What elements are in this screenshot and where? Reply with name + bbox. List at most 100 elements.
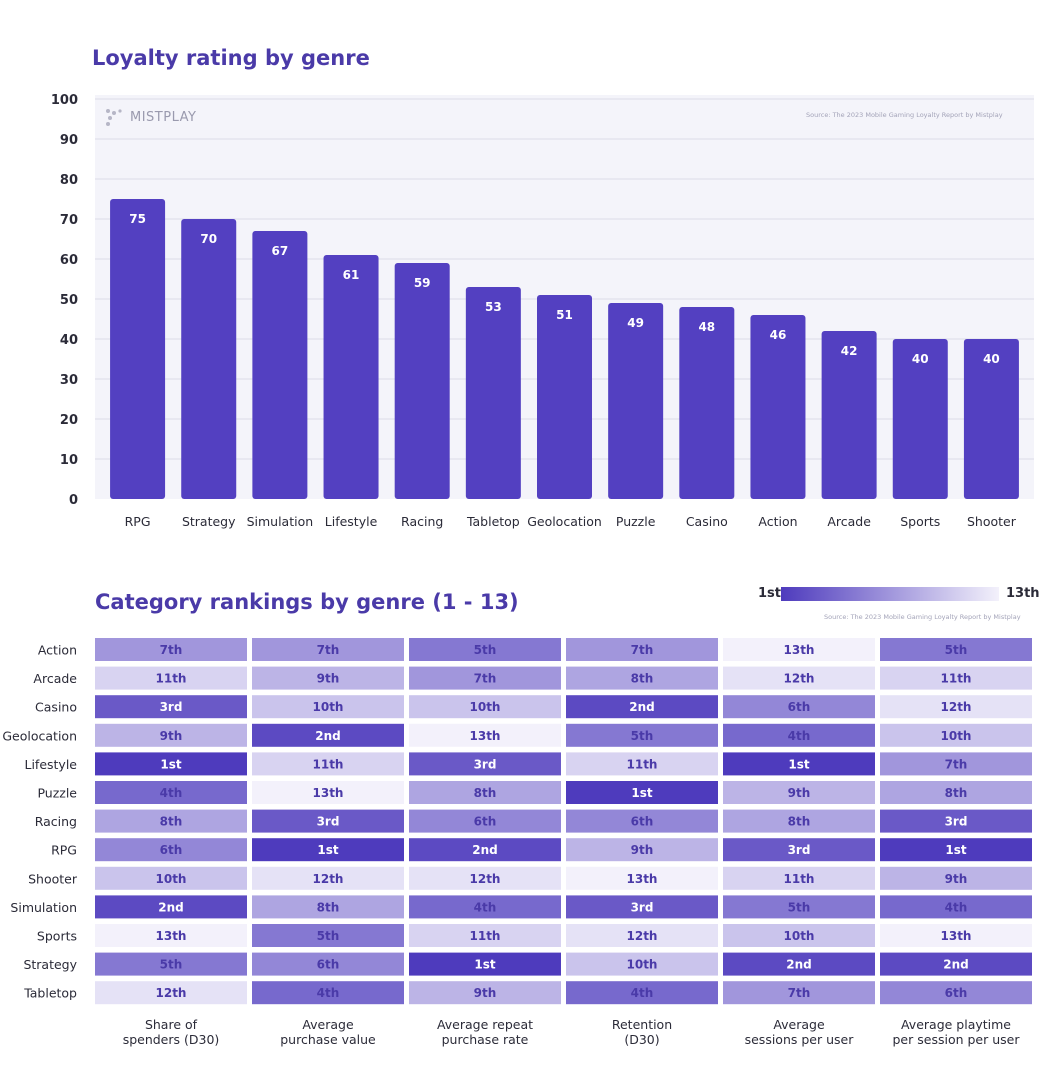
column-label: (D30)	[624, 1032, 659, 1047]
heatmap-cell	[252, 838, 404, 862]
heatmap-cell	[409, 752, 561, 776]
row-label: Casino	[35, 700, 77, 715]
column-label: spenders (D30)	[123, 1032, 220, 1047]
x-tick-label: Simulation	[247, 514, 314, 529]
y-tick-label: 70	[60, 213, 78, 228]
heatmap-cell	[566, 866, 718, 890]
x-tick-label: Action	[758, 514, 797, 529]
cell-label: 9th	[160, 729, 183, 743]
bar	[821, 331, 877, 499]
heatmap-cell	[95, 895, 247, 919]
cell-label: 6th	[317, 958, 340, 972]
row-label: Racing	[35, 814, 77, 829]
x-tick-label: Casino	[686, 514, 728, 529]
heatmap-cell	[409, 809, 561, 833]
column-label: Average	[302, 1017, 354, 1032]
heatmap-cell	[252, 638, 404, 661]
x-tick-label: RPG	[125, 514, 151, 529]
heatmap-cell	[95, 924, 247, 947]
cell-label: 2nd	[629, 700, 654, 714]
cell-label: 11th	[784, 872, 815, 886]
loyalty-bar-chart: 0 10 20 30 40 50 60 70 80 90 100 75 RPG 70 Strategy 67 S…	[51, 93, 1034, 529]
heatmap-cell	[252, 666, 404, 690]
cell-label: 11th	[313, 757, 344, 771]
cell-label: 13th	[156, 929, 187, 943]
heatmap-cell	[252, 723, 404, 747]
x-tick-label: Racing	[401, 514, 443, 529]
bar-chart-title: Loyalty rating by genre	[92, 46, 370, 70]
cell-label: 6th	[788, 700, 811, 714]
heatmap-cell	[409, 895, 561, 919]
heatmap-cell	[566, 638, 718, 661]
column-label: Share of	[145, 1017, 198, 1032]
heatmap-cell	[95, 981, 247, 1005]
cell-label: 8th	[631, 672, 654, 686]
heatmap-cell	[95, 638, 247, 661]
cell-label: 11th	[470, 929, 501, 943]
cell-label: 6th	[945, 986, 968, 1000]
heatmap-cell	[252, 695, 404, 719]
heatmap-cell	[723, 723, 875, 747]
bar-value-label: 61	[343, 268, 360, 282]
cell-label: 8th	[317, 900, 340, 914]
heatmap-cell	[252, 809, 404, 833]
row-label: Tabletop	[23, 986, 77, 1001]
bar	[465, 287, 521, 499]
column-label: Average playtime	[901, 1017, 1011, 1032]
heatmap-cell	[566, 838, 718, 862]
heatmap-cell	[723, 838, 875, 862]
heatmap-cell	[723, 752, 875, 776]
cell-label: 3rd	[160, 700, 183, 714]
cell-label: 8th	[160, 815, 183, 829]
heatmap-cell	[409, 638, 561, 661]
heatmap-cell	[566, 752, 718, 776]
y-tick-label: 40	[60, 333, 78, 348]
cell-label: 3rd	[788, 843, 811, 857]
cell-label: 1st	[631, 786, 652, 800]
heatmap-cell	[409, 781, 561, 804]
heatmap-cell	[880, 666, 1032, 690]
cell-label: 2nd	[315, 729, 340, 743]
cell-label: 7th	[631, 643, 654, 657]
bar-value-label: 42	[841, 344, 858, 358]
heatmap-cell	[723, 781, 875, 804]
cell-label: 4th	[945, 900, 968, 914]
y-tick-label: 80	[60, 173, 78, 188]
bar	[537, 295, 592, 499]
cell-label: 4th	[474, 900, 497, 914]
cell-label: 10th	[627, 958, 658, 972]
bar-value-label: 49	[627, 316, 644, 330]
bar-value-label: 59	[414, 276, 431, 290]
heatmap-cell	[252, 981, 404, 1005]
cell-label: 5th	[945, 643, 968, 657]
heatmap-cell	[95, 723, 247, 747]
cell-label: 11th	[941, 672, 972, 686]
cell-label: 2nd	[472, 843, 497, 857]
heatmap-cell	[566, 695, 718, 719]
cell-label: 1st	[788, 757, 809, 771]
heatmap-title: Category rankings by genre (1 - 13)	[95, 590, 519, 614]
bar	[110, 199, 166, 499]
row-label: Strategy	[23, 957, 77, 972]
cell-label: 5th	[160, 958, 183, 972]
x-tick-label: Tabletop	[466, 514, 520, 529]
row-label: Puzzle	[37, 786, 77, 801]
y-tick-label: 90	[60, 133, 78, 148]
heatmap-cell	[880, 838, 1032, 862]
cell-label: 12th	[313, 872, 344, 886]
column-label: Average	[773, 1017, 825, 1032]
heatmap-cell	[880, 781, 1032, 804]
heatmap-cell	[723, 809, 875, 833]
cell-label: 9th	[631, 843, 654, 857]
cell-label: 5th	[317, 929, 340, 943]
cell-label: 1st	[474, 958, 495, 972]
heatmap-source: Source: The 2023 Mobile Gaming Loyalty R…	[824, 613, 1021, 621]
y-tick-label: 20	[60, 413, 78, 428]
heatmap-cell	[95, 666, 247, 690]
cell-label: 10th	[156, 872, 187, 886]
bar	[750, 315, 806, 499]
cell-label: 7th	[474, 672, 497, 686]
heatmap-cell	[880, 723, 1032, 747]
cell-label: 4th	[788, 729, 811, 743]
bar	[679, 307, 735, 499]
